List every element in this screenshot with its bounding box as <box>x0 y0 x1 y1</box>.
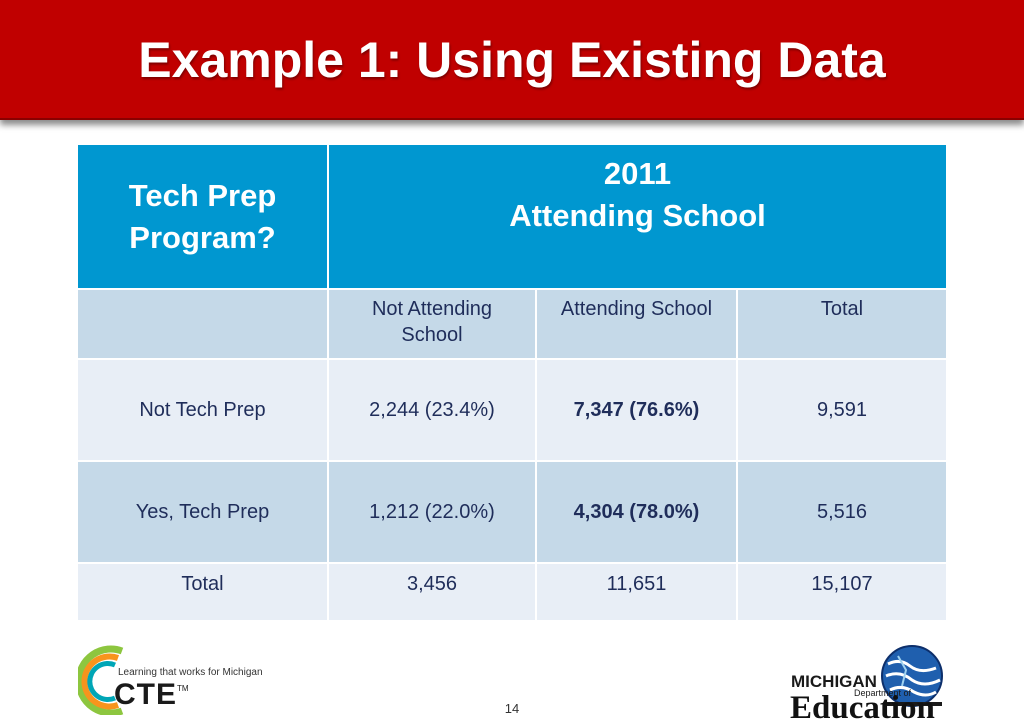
subheader-total: Total <box>736 288 948 360</box>
slide-title: Example 1: Using Existing Data <box>138 32 886 88</box>
table-total-row: Total 3,456 11,651 15,107 <box>76 562 948 622</box>
cte-wordmark: CTE <box>114 678 177 711</box>
corner-header-cell: Tech Prep Program? <box>76 143 329 290</box>
corner-header-line-1: Tech Prep <box>128 177 277 213</box>
table-row: Not Tech Prep 2,244 (23.4%) 7,347 (76.6%… <box>76 358 948 462</box>
cell-not-attending: 2,244 (23.4%) <box>327 358 537 462</box>
cell-attending: 7,347 (76.6%) <box>535 358 738 462</box>
cell-total: 5,516 <box>736 460 948 564</box>
mde-logo-icon <box>881 645 943 707</box>
table-header-row: Tech Prep Program? 2011 Attending School <box>76 143 948 290</box>
cell-not-attending: 1,212 (22.0%) <box>327 460 537 564</box>
row-label: Total <box>76 562 329 622</box>
mde-education-word: Education <box>790 690 935 726</box>
cell-attending: 11,651 <box>535 562 738 622</box>
page-number: 14 <box>504 701 520 716</box>
cell-not-attending: 3,456 <box>327 562 537 622</box>
data-table: Tech Prep Program? 2011 Attending School… <box>76 143 948 622</box>
corner-header-line-2: Program? <box>129 219 276 255</box>
subheader-not-attending-line-2: School <box>401 324 463 346</box>
table-subheader-row: Not Attending School Attending School To… <box>76 288 948 360</box>
table-row: Yes, Tech Prep 1,212 (22.0%) 4,304 (78.0… <box>76 460 948 564</box>
title-bar: Example 1: Using Existing Data <box>0 0 1024 120</box>
subheader-not-attending: Not Attending School <box>327 288 537 360</box>
row-label: Not Tech Prep <box>76 358 329 462</box>
group-header-label: Attending School <box>509 198 766 233</box>
cte-tagline: Learning that works for Michigan <box>118 667 263 678</box>
cell-total: 9,591 <box>736 358 948 462</box>
mde-department: Department of <box>854 688 912 698</box>
mde-state-name: MICHIGAN <box>791 672 877 691</box>
cte-logo-icon <box>78 645 124 715</box>
row-label: Yes, Tech Prep <box>76 460 329 564</box>
subheader-not-attending-line-1: Not Attending <box>371 298 493 320</box>
subheader-blank-cell <box>76 288 329 360</box>
cte-trademark: TM <box>177 684 189 693</box>
group-header-year: 2011 <box>603 156 672 191</box>
cell-total: 15,107 <box>736 562 948 622</box>
subheader-attending: Attending School <box>535 288 738 360</box>
cell-attending: 4,304 (78.0%) <box>535 460 738 564</box>
group-header-cell: 2011 Attending School <box>327 143 948 290</box>
